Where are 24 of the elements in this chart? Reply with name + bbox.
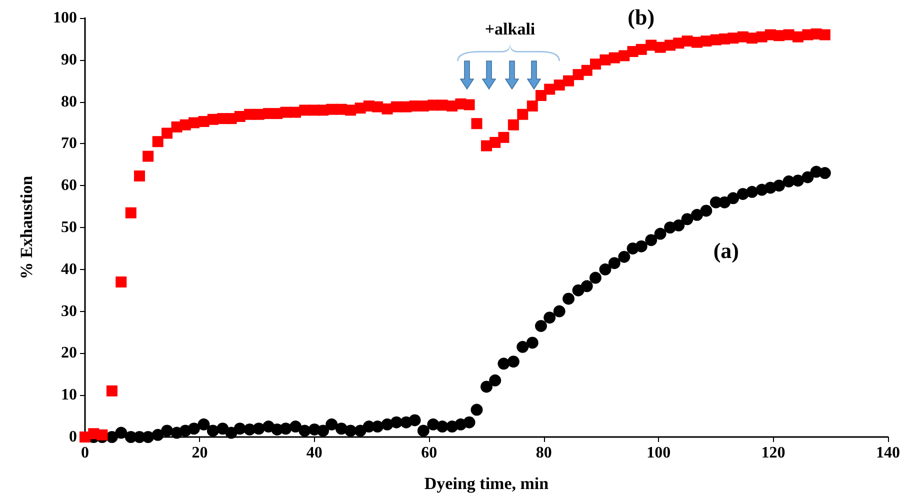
series-label: (a) bbox=[713, 238, 740, 264]
y-tick-label: 20 bbox=[61, 344, 77, 362]
x-axis-title: Dyeing time, min bbox=[424, 474, 550, 493]
x-tick-label: 20 bbox=[192, 444, 208, 462]
y-tick-label: 30 bbox=[61, 302, 77, 320]
annotation: +alkali bbox=[484, 20, 536, 38]
y-tick-label: 60 bbox=[61, 177, 77, 194]
y-tick-label: 100 bbox=[53, 10, 77, 26]
x-tick-label: 80 bbox=[536, 444, 552, 462]
y-tick-label: 40 bbox=[61, 260, 77, 278]
y-tick-label: 0 bbox=[69, 428, 77, 446]
y-tick-label: 90 bbox=[61, 51, 77, 68]
x-tick-label: 60 bbox=[421, 444, 438, 462]
x-tick-label: 120 bbox=[761, 444, 786, 462]
x-tick-label: 0 bbox=[81, 444, 89, 462]
x-tick-label: 100 bbox=[646, 444, 671, 462]
y-tick-label: 80 bbox=[61, 93, 77, 110]
series-label: (b) bbox=[628, 4, 655, 30]
y-axis-title: % Exhaustion bbox=[17, 175, 36, 280]
y-tick-label: 10 bbox=[61, 386, 77, 404]
y-tick-label: 70 bbox=[61, 135, 77, 152]
y-tick-label: 50 bbox=[61, 219, 77, 236]
x-tick-label: 140 bbox=[876, 444, 900, 462]
x-tick-label: 40 bbox=[306, 444, 322, 462]
